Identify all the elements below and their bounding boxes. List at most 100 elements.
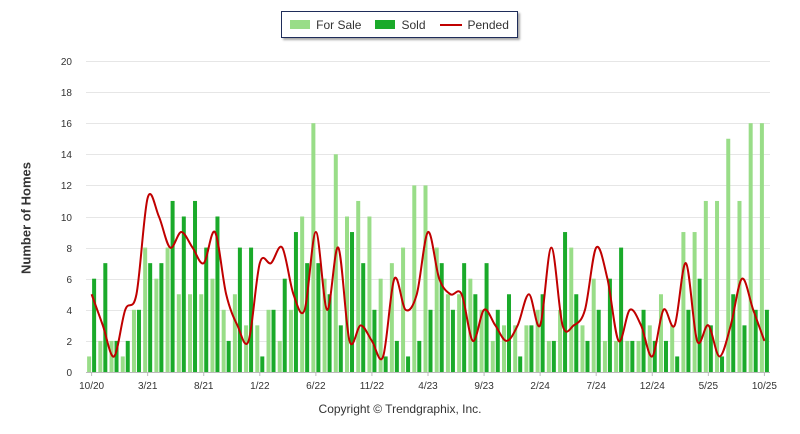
bar-for-sale bbox=[501, 325, 506, 372]
chart-legend: For Sale Sold Pended bbox=[281, 11, 518, 38]
pended-swatch bbox=[439, 23, 462, 26]
bar-for-sale bbox=[479, 309, 484, 372]
bar-sold bbox=[450, 309, 455, 372]
bar-for-sale bbox=[715, 200, 720, 372]
x-tick-label: 10/20 bbox=[79, 381, 104, 392]
bar-sold bbox=[484, 263, 489, 372]
y-tick-label: 0 bbox=[66, 368, 72, 379]
bar-for-sale bbox=[625, 340, 630, 372]
y-tick-label: 10 bbox=[61, 213, 73, 224]
bar-sold bbox=[394, 340, 399, 372]
bar-for-sale bbox=[98, 340, 103, 372]
bar-sold bbox=[226, 340, 231, 372]
bar-for-sale bbox=[535, 309, 540, 372]
x-axis-tick-labels: 10/20 3/21 8/21 1/22 6/22 11/22 4/23 9/23 2/24 7/… bbox=[79, 372, 777, 392]
bar-for-sale bbox=[87, 356, 92, 372]
bar-sold bbox=[148, 263, 153, 372]
bar-for-sale bbox=[143, 247, 148, 372]
x-tick-label: 11/22 bbox=[360, 381, 385, 392]
bar-sold bbox=[181, 216, 186, 372]
bar-sold bbox=[619, 247, 624, 372]
bar-for-sale bbox=[703, 200, 708, 372]
bar-sold bbox=[675, 356, 680, 372]
x-tick-label: 9/23 bbox=[474, 381, 494, 392]
legend-label-pended: Pended bbox=[467, 17, 509, 32]
bar-for-sale bbox=[546, 340, 551, 372]
bar-sold bbox=[417, 340, 422, 372]
bar-sold bbox=[215, 216, 220, 372]
bar-sold bbox=[316, 263, 321, 372]
bar-sold bbox=[271, 309, 276, 372]
legend-item-pended[interactable]: Pended bbox=[439, 17, 509, 32]
x-tick-label: 12/24 bbox=[640, 381, 665, 392]
bar-for-sale bbox=[658, 294, 663, 372]
bar-for-sale bbox=[692, 232, 697, 372]
bar-for-sale bbox=[389, 263, 394, 372]
y-axis-tick-labels: 0 2 4 6 8 10 12 14 16 18 20 bbox=[61, 57, 73, 379]
y-tick-label: 6 bbox=[66, 275, 72, 286]
bar-sold bbox=[753, 309, 758, 372]
bar-for-sale bbox=[333, 154, 338, 372]
bar-sold bbox=[652, 340, 657, 372]
bar-for-sale bbox=[378, 278, 383, 372]
bar-sold bbox=[697, 278, 702, 372]
legend-item-for-sale[interactable]: For Sale bbox=[290, 18, 361, 32]
bar-sold bbox=[529, 325, 534, 372]
bar-sold bbox=[406, 356, 411, 372]
bar-sold bbox=[237, 247, 242, 372]
bar-for-sale bbox=[255, 325, 260, 372]
bar-for-sale bbox=[221, 309, 226, 372]
bar-for-sale bbox=[681, 232, 686, 372]
bar-for-sale bbox=[154, 278, 159, 372]
bar-sold bbox=[551, 340, 556, 372]
bar-for-sale bbox=[591, 278, 596, 372]
y-tick-label: 8 bbox=[66, 244, 72, 255]
x-tick-label: 10/25 bbox=[752, 381, 777, 392]
bar-for-sale bbox=[266, 309, 271, 372]
bar-for-sale bbox=[569, 247, 574, 372]
bar-sold bbox=[574, 294, 579, 372]
bar-for-sale bbox=[199, 294, 204, 372]
y-tick-label: 2 bbox=[66, 337, 72, 348]
bar-sold bbox=[473, 294, 478, 372]
bar-for-sale bbox=[131, 309, 136, 372]
x-tick-label: 4/23 bbox=[418, 381, 438, 392]
bar-for-sale bbox=[288, 309, 293, 372]
bar-sold bbox=[663, 340, 668, 372]
bar-for-sale bbox=[614, 340, 619, 372]
bar-for-sale bbox=[602, 340, 607, 372]
x-tick-label: 6/22 bbox=[306, 381, 326, 392]
bar-sold bbox=[495, 309, 500, 372]
bar-sold bbox=[720, 356, 725, 372]
bar-sold bbox=[204, 247, 209, 372]
bar-for-sale bbox=[558, 309, 563, 372]
bar-for-sale bbox=[188, 294, 193, 372]
bar-for-sale bbox=[580, 325, 585, 372]
bar-sold bbox=[92, 278, 97, 372]
bar-for-sale bbox=[726, 138, 731, 372]
x-tick-label: 2/24 bbox=[530, 381, 550, 392]
bar-for-sale bbox=[244, 325, 249, 372]
series-line-pended bbox=[90, 193, 766, 361]
bar-for-sale bbox=[322, 278, 327, 372]
bar-sold bbox=[193, 200, 198, 372]
bar-sold bbox=[338, 325, 343, 372]
bar-sold bbox=[731, 294, 736, 372]
bar-sold bbox=[540, 294, 545, 372]
bar-for-sale bbox=[176, 294, 181, 372]
bar-sold bbox=[305, 263, 310, 372]
bar-sold bbox=[114, 340, 119, 372]
bar-for-sale bbox=[165, 247, 170, 372]
legend-item-sold[interactable]: Sold bbox=[375, 18, 426, 32]
copyright-text: Copyright © Trendgraphix, Inc. bbox=[318, 402, 482, 416]
bar-for-sale bbox=[748, 123, 753, 372]
bar-for-sale bbox=[670, 325, 675, 372]
bar-sold bbox=[125, 340, 130, 372]
bar-sold bbox=[350, 232, 355, 372]
y-tick-label: 12 bbox=[61, 181, 73, 192]
bar-sold bbox=[641, 309, 646, 372]
bar-sold bbox=[585, 340, 590, 372]
bar-sold bbox=[428, 309, 433, 372]
bar-sold bbox=[764, 309, 769, 372]
